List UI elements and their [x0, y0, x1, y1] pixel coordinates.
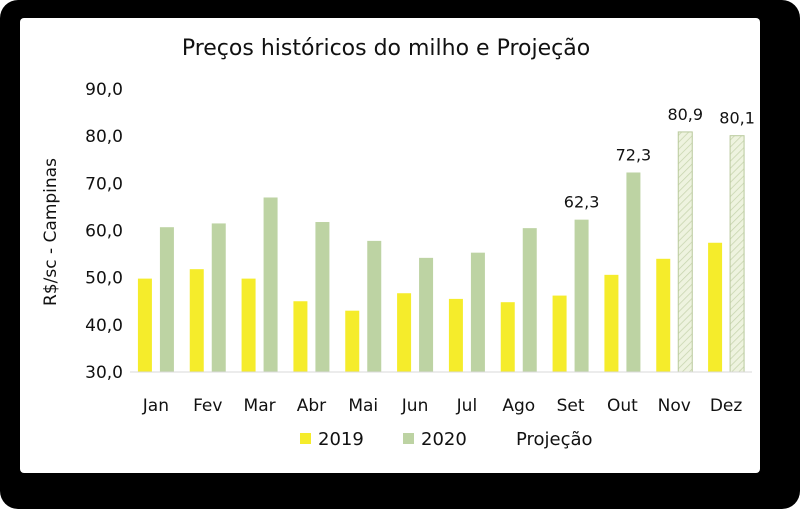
- data-label: 80,1: [719, 109, 755, 128]
- bar-2019-jun: [397, 293, 412, 372]
- bar-2019-jan: [137, 278, 152, 372]
- bar-2020-ago: [522, 228, 537, 372]
- data-label: 80,9: [667, 105, 703, 124]
- y-tick-label: 50,0: [85, 269, 123, 289]
- x-tick-label: Nov: [658, 396, 691, 416]
- legend-label: Projeção: [516, 429, 593, 450]
- bar-2020-mai: [367, 240, 382, 372]
- bar-2020-set: [574, 219, 589, 372]
- x-tick-label: Fev: [193, 396, 222, 416]
- bar-2019-abr: [293, 301, 308, 372]
- x-tick-label: Abr: [297, 396, 326, 416]
- data-label: 72,3: [616, 145, 652, 164]
- data-label: 62,3: [564, 193, 600, 212]
- bar-2019-dez: [708, 242, 723, 372]
- x-tick-label: Jul: [456, 396, 478, 416]
- legend-swatch-2020: [403, 433, 414, 444]
- x-tick-label: Jan: [142, 396, 169, 416]
- x-tick-label: Mai: [348, 396, 378, 416]
- x-tick-label: Ago: [502, 396, 535, 416]
- bar-2020-jan: [159, 227, 174, 372]
- bar-2019-jul: [448, 298, 463, 372]
- bar-2020-fev: [211, 223, 226, 372]
- bar-2019-fev: [189, 269, 204, 372]
- bar-2020-jul: [470, 252, 485, 372]
- x-tick-label: Jun: [401, 396, 429, 416]
- y-tick-label: 30,0: [85, 363, 123, 383]
- x-tick-label: Mar: [244, 396, 276, 416]
- x-tick-label: Dez: [710, 396, 743, 416]
- bar-2019-ago: [500, 302, 515, 372]
- x-tick-label: Set: [557, 396, 585, 416]
- chart-title: Preços históricos do milho e Projeção: [182, 36, 590, 61]
- legend-label: 2019: [318, 429, 364, 450]
- bar-2019-set: [552, 295, 567, 372]
- bar-projecao-nov: [677, 131, 693, 373]
- y-axis-label: R$/sc - Campinas: [41, 158, 61, 306]
- x-tick-label: Out: [607, 396, 638, 416]
- legend-swatch-2019: [300, 433, 311, 444]
- bar-2020-mar: [263, 197, 278, 372]
- y-tick-label: 60,0: [85, 222, 123, 242]
- bar-2019-mar: [241, 278, 256, 372]
- y-tick-label: 90,0: [85, 80, 123, 100]
- legend-swatch-projecao: [498, 433, 509, 444]
- y-tick-label: 80,0: [85, 127, 123, 147]
- bar-2020-out: [626, 172, 641, 372]
- bar-2019-out: [604, 274, 619, 372]
- bar-2019-nov: [656, 258, 671, 372]
- legend-label: 2020: [421, 429, 467, 450]
- bar-2020-abr: [315, 222, 330, 372]
- y-tick-label: 70,0: [85, 174, 123, 194]
- bar-projecao-dez: [729, 135, 745, 373]
- bar-2020-jun: [419, 257, 434, 372]
- y-tick-label: 40,0: [85, 316, 123, 336]
- bar-2019-mai: [345, 310, 360, 372]
